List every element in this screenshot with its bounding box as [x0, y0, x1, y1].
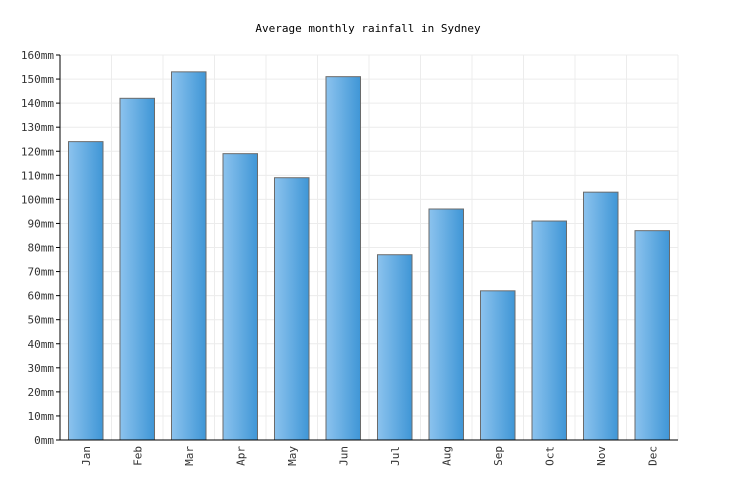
bar-jun	[325, 76, 362, 441]
bar-jan	[67, 141, 104, 441]
x-tick-label: Mar	[183, 446, 196, 466]
x-tick-label: Jun	[337, 446, 350, 466]
y-tick-labels: 0mm 10mm 20mm 30mm 40mm 50mm 60mm 70mm 80mm 90mm 1…	[21, 49, 54, 447]
x-tick-label: Apr	[234, 446, 247, 466]
bars	[67, 71, 671, 441]
y-tick-label: 160mm	[21, 49, 54, 62]
x-tick-label: Aug	[440, 446, 453, 466]
y-tick-label: 130mm	[21, 121, 54, 134]
y-tick-label: 110mm	[21, 169, 54, 182]
bar-oct	[531, 220, 568, 441]
y-tick-label: 20mm	[28, 386, 55, 399]
x-tick-label: Dec	[646, 446, 659, 466]
bar-apr	[222, 153, 259, 441]
bar-feb	[119, 97, 156, 441]
x-tick-label: Feb	[131, 446, 144, 466]
y-tick-label: 150mm	[21, 73, 54, 86]
chart-title: Average monthly rainfall in Sydney	[255, 22, 481, 35]
x-tick-label: Jul	[389, 446, 402, 466]
bar-aug	[428, 208, 465, 441]
x-tick-label: Jan	[80, 446, 93, 466]
y-tick-label: 50mm	[28, 314, 55, 327]
y-tick-label: 100mm	[21, 193, 54, 206]
x-tick-label: Oct	[543, 446, 556, 466]
bar-jul	[376, 254, 413, 441]
axes	[59, 55, 678, 441]
bar-may	[273, 177, 310, 441]
bar-dec	[634, 230, 671, 441]
x-tick-label: Nov	[595, 446, 608, 466]
y-tick-label: 90mm	[28, 217, 55, 230]
bar-nov	[582, 191, 619, 441]
y-tick-label: 30mm	[28, 362, 55, 375]
y-tick-label: 40mm	[28, 338, 55, 351]
grid-lines	[56, 54, 679, 441]
y-tick-label: 70mm	[28, 266, 55, 279]
y-tick-label: 0mm	[34, 434, 54, 447]
y-tick-label: 10mm	[28, 410, 55, 423]
y-tick-label: 140mm	[21, 97, 54, 110]
y-tick-label: 60mm	[28, 290, 55, 303]
x-tick-labels: Jan Feb Mar Apr May Jun Jul Aug Sep Oct Nov Dec	[80, 446, 660, 466]
y-tick-label: 120mm	[21, 145, 54, 158]
x-tick-label: May	[286, 446, 299, 466]
bar-sep	[479, 290, 516, 441]
x-tick-label: Sep	[492, 446, 505, 466]
y-tick-label: 80mm	[28, 242, 55, 255]
bar-mar	[170, 71, 207, 441]
